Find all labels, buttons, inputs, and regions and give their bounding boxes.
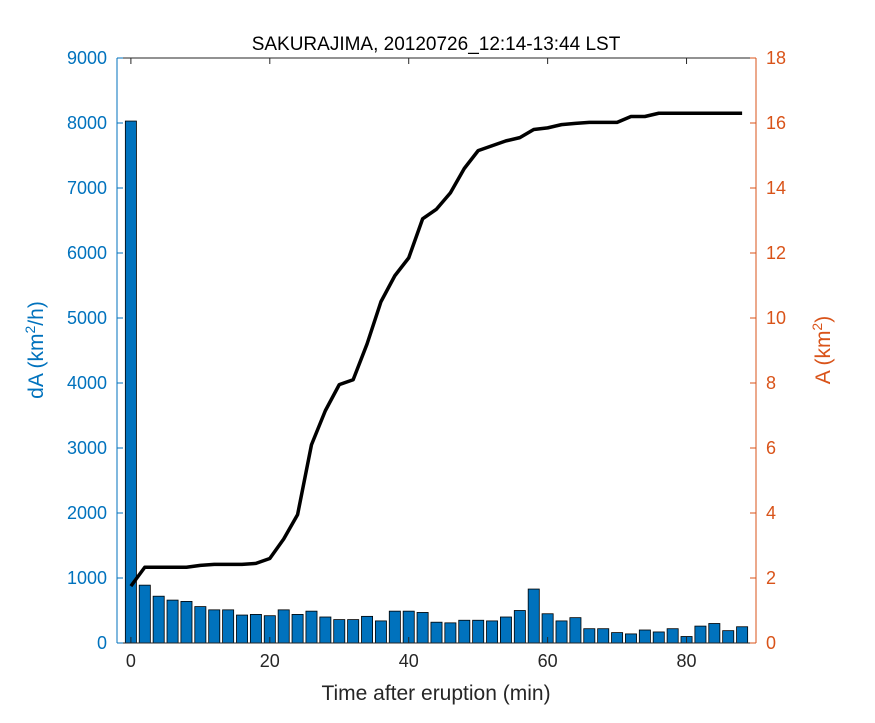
y-axis-right-label-tail: ) xyxy=(812,316,835,323)
bar xyxy=(597,628,610,644)
y-axis-left-label-tail: /h) xyxy=(25,301,48,326)
bar xyxy=(722,630,735,644)
y-axis-right-label-sup: 2 xyxy=(809,323,825,331)
bar xyxy=(333,619,346,644)
bar xyxy=(305,610,318,644)
cumulative-area-line xyxy=(129,111,743,588)
bar xyxy=(736,626,749,644)
x-tick-label: 40 xyxy=(399,651,419,671)
y-right-tick-label: 0 xyxy=(766,633,776,653)
bar xyxy=(138,584,151,644)
bar-series xyxy=(124,120,749,644)
y-right-tick-label: 8 xyxy=(766,373,776,393)
y-right-tick-label: 6 xyxy=(766,438,776,458)
bar xyxy=(430,621,443,644)
y-left-tick-label: 5000 xyxy=(67,308,107,328)
bar xyxy=(319,616,332,644)
x-tick-label: 80 xyxy=(677,651,697,671)
x-tick-label: 60 xyxy=(538,651,558,671)
bar xyxy=(249,614,262,644)
y-right-tick-label: 16 xyxy=(766,113,786,133)
y-right-tick-label: 12 xyxy=(766,243,786,263)
x-tick-label: 0 xyxy=(126,651,136,671)
bar xyxy=(388,610,401,644)
bar xyxy=(638,629,651,644)
bar xyxy=(152,595,165,644)
y-axis-left-label-sup: 2 xyxy=(22,325,38,333)
bar xyxy=(208,609,221,644)
y-left-tick-label: 1000 xyxy=(67,568,107,588)
plot-area xyxy=(117,58,756,643)
y-axis-right-label-base: A (km xyxy=(812,331,835,385)
y-right-tick-label: 18 xyxy=(766,48,786,68)
bar xyxy=(194,606,207,644)
bar xyxy=(361,615,373,644)
bar xyxy=(611,632,624,644)
y-axis-right-label: A (km2) xyxy=(809,316,835,384)
y-right-tick-label: 14 xyxy=(766,178,786,198)
bar xyxy=(222,609,235,644)
bar xyxy=(708,623,721,644)
bar xyxy=(499,616,512,644)
y-right-tick-label: 2 xyxy=(766,568,776,588)
x-axis-label: Time after eruption (min) xyxy=(321,682,550,705)
bar xyxy=(236,614,248,644)
bar xyxy=(569,617,582,644)
bar xyxy=(180,601,193,644)
y-axis-left-label-base: dA (km xyxy=(25,333,48,398)
chart-title: SAKURAJIMA, 20120726_12:14-13:44 LST xyxy=(252,34,621,55)
bar xyxy=(347,619,360,644)
y-right-tick-label: 4 xyxy=(766,503,776,523)
y-left-tick-label: 3000 xyxy=(67,438,107,458)
bar xyxy=(666,628,679,644)
bar xyxy=(374,620,387,644)
y-left-tick-label: 9000 xyxy=(67,48,107,68)
bar xyxy=(583,628,596,644)
bar xyxy=(527,588,540,644)
bar xyxy=(166,599,179,644)
y-left-tick-label: 6000 xyxy=(67,243,107,263)
y-left-tick-label: 8000 xyxy=(67,113,107,133)
bar xyxy=(458,619,471,644)
y-left-tick-label: 0 xyxy=(97,633,107,653)
bar xyxy=(291,614,304,644)
bar xyxy=(513,610,526,644)
bar xyxy=(486,620,499,644)
bar xyxy=(416,612,429,644)
y-left-tick-label: 4000 xyxy=(67,373,107,393)
y-left-tick-label: 2000 xyxy=(67,503,107,523)
bar xyxy=(277,609,290,644)
bar xyxy=(625,633,637,644)
bar xyxy=(124,120,137,644)
y-axis-left-label: dA (km2/h) xyxy=(22,301,48,399)
bar xyxy=(444,622,457,644)
bar xyxy=(694,625,707,644)
axes: 0 20 40 60 800100020003000400050006000700080… xyxy=(67,48,786,671)
y-left-tick-label: 7000 xyxy=(67,178,107,198)
bar xyxy=(555,620,568,644)
bar xyxy=(472,619,485,644)
bar xyxy=(652,631,665,644)
x-tick-label: 20 xyxy=(260,651,280,671)
y-right-tick-label: 10 xyxy=(766,308,786,328)
